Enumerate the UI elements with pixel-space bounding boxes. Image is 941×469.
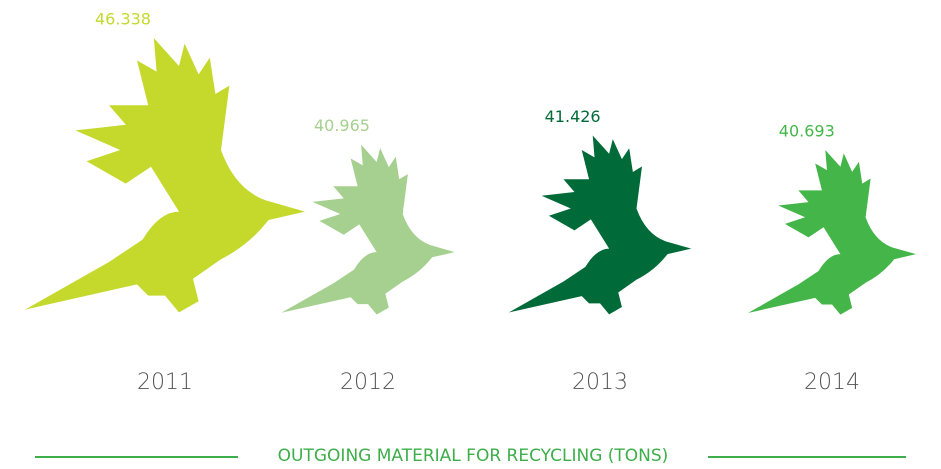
value-label: 40.965 [314,116,370,135]
category-label: 2013 [572,370,628,395]
category-label: 2011 [137,370,193,395]
bird [508,135,692,315]
bird [25,38,305,313]
value-label: 40.693 [779,122,835,141]
value-label: 41.426 [545,107,601,126]
category-label: 2014 [804,370,860,395]
bird [281,144,455,315]
bird [748,150,916,315]
category-label: 2012 [340,370,396,395]
value-label: 46.338 [95,10,151,29]
chart-title: OUTGOING MATERIAL FOR RECYCLING (TONS) [278,446,669,466]
